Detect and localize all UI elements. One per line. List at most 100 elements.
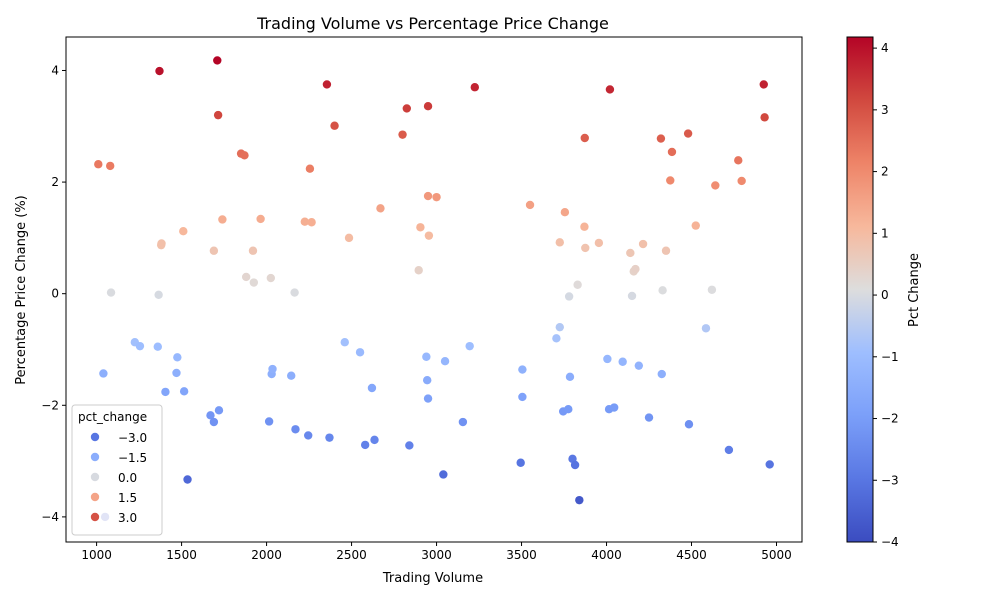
data-point bbox=[424, 231, 434, 240]
y-tick-label: −4 bbox=[41, 510, 59, 524]
data-point bbox=[644, 413, 654, 422]
data-point bbox=[249, 278, 259, 287]
colorbar-tick-label: −3 bbox=[881, 473, 899, 487]
legend-marker bbox=[90, 472, 100, 482]
data-point bbox=[344, 233, 354, 243]
data-point bbox=[603, 354, 612, 364]
legend-entries: −3.0 −1.5 0.0 1.5 3.0 bbox=[90, 431, 147, 525]
legend-marker bbox=[90, 512, 100, 522]
legend-marker bbox=[90, 492, 100, 502]
data-point bbox=[440, 357, 450, 366]
x-tick-label: 1500 bbox=[166, 548, 197, 562]
data-point bbox=[701, 324, 711, 333]
data-point bbox=[657, 369, 666, 379]
data-point bbox=[525, 200, 535, 210]
colorbar-tick-label: 1 bbox=[881, 226, 889, 240]
data-point bbox=[759, 80, 768, 89]
data-point bbox=[241, 272, 251, 282]
data-point bbox=[552, 334, 561, 343]
y-tick-label: 2 bbox=[51, 175, 59, 189]
legend-entry-label: 1.5 bbox=[118, 491, 137, 505]
chart-title: Trading Volume vs Percentage Price Chang… bbox=[256, 14, 609, 33]
data-point bbox=[560, 208, 570, 217]
data-point bbox=[173, 353, 182, 362]
data-point bbox=[340, 338, 349, 347]
data-point bbox=[370, 435, 379, 445]
data-point bbox=[627, 291, 637, 301]
data-point bbox=[99, 369, 108, 378]
data-point bbox=[291, 425, 300, 434]
x-axis-label: Trading Volume bbox=[382, 571, 483, 586]
data-point bbox=[290, 288, 299, 297]
legend-entry-label: 0.0 bbox=[118, 471, 137, 485]
data-point bbox=[398, 130, 407, 139]
x-tick-label: 2500 bbox=[336, 548, 367, 562]
data-point bbox=[423, 191, 433, 201]
data-point bbox=[268, 364, 277, 374]
data-point bbox=[405, 441, 414, 450]
legend-entry-label: 3.0 bbox=[118, 511, 137, 525]
data-point bbox=[414, 266, 423, 275]
x-tick-label: 1000 bbox=[81, 548, 112, 562]
colorbar-tick-label: −1 bbox=[881, 350, 899, 364]
data-point bbox=[667, 147, 677, 157]
colorbar-tick-label: 4 bbox=[881, 41, 889, 55]
data-point bbox=[683, 129, 693, 138]
data-point bbox=[330, 121, 339, 130]
data-point bbox=[214, 406, 224, 415]
data-point bbox=[153, 342, 162, 351]
data-point bbox=[157, 239, 166, 248]
data-point bbox=[734, 156, 743, 165]
data-point bbox=[307, 218, 316, 227]
data-point bbox=[135, 341, 145, 351]
data-point bbox=[439, 470, 448, 479]
colorbar-label: Pct Change bbox=[907, 253, 922, 327]
data-point bbox=[360, 440, 370, 450]
data-point bbox=[618, 357, 627, 366]
data-point bbox=[248, 246, 258, 255]
data-point bbox=[325, 433, 334, 442]
data-point bbox=[609, 403, 619, 412]
plot-area-frame bbox=[65, 36, 803, 543]
data-point bbox=[684, 420, 694, 429]
data-point bbox=[634, 361, 644, 370]
data-point bbox=[564, 404, 573, 414]
y-axis: −4 −2 0 2 4 bbox=[41, 63, 66, 524]
colorbar-ticks: −4 −3 −2 −1 0 1 2 3 4 bbox=[873, 41, 899, 549]
data-point bbox=[565, 372, 575, 382]
colorbar-tick-label: 0 bbox=[881, 288, 889, 302]
data-point bbox=[638, 239, 648, 249]
legend-marker bbox=[90, 452, 100, 462]
data-point bbox=[470, 83, 479, 92]
x-tick-label: 4000 bbox=[591, 548, 622, 562]
data-point bbox=[626, 248, 635, 258]
data-point bbox=[575, 495, 584, 505]
data-point bbox=[161, 387, 170, 397]
data-point bbox=[570, 460, 580, 470]
data-point bbox=[422, 352, 431, 361]
data-point bbox=[322, 80, 332, 89]
data-point bbox=[760, 113, 769, 122]
data-point bbox=[367, 383, 377, 393]
colorbar-tick-label: 2 bbox=[881, 165, 889, 179]
data-point bbox=[465, 341, 474, 351]
colorbar-tick-label: −2 bbox=[881, 412, 899, 426]
data-point bbox=[106, 288, 116, 297]
data-point bbox=[287, 371, 296, 380]
data-point bbox=[416, 223, 425, 232]
data-point bbox=[264, 417, 274, 426]
data-point bbox=[304, 431, 313, 440]
y-axis-label: Percentage Price Change (%) bbox=[14, 195, 29, 385]
data-point bbox=[213, 56, 222, 65]
plot-points bbox=[94, 56, 774, 522]
data-point bbox=[564, 292, 574, 301]
data-point bbox=[518, 365, 527, 374]
data-point bbox=[240, 151, 249, 160]
data-point bbox=[724, 445, 734, 455]
data-point bbox=[555, 238, 564, 247]
data-point bbox=[631, 264, 640, 274]
data-point bbox=[209, 417, 219, 427]
legend-entry-label: −1.5 bbox=[118, 451, 147, 465]
data-point bbox=[432, 192, 441, 202]
